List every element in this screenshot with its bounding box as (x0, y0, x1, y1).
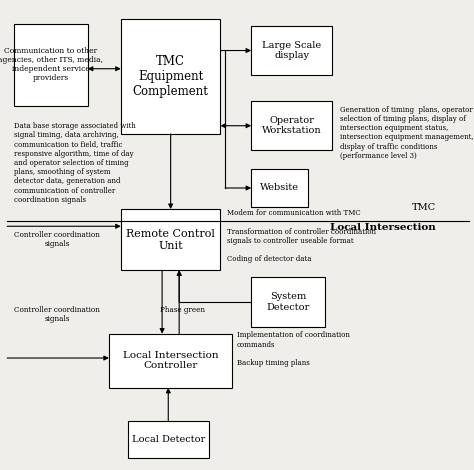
Text: System
Detector: System Detector (266, 292, 310, 312)
FancyArrowPatch shape (177, 272, 181, 334)
FancyArrowPatch shape (222, 124, 250, 128)
Text: Communication to other
agencies, other ITS, media,
independent service
providers: Communication to other agencies, other I… (0, 47, 103, 82)
FancyArrowPatch shape (89, 67, 119, 70)
Text: Website: Website (260, 183, 299, 193)
Bar (251, 169, 308, 207)
Bar (251, 26, 332, 75)
Text: Modem for communication with TMC

Transformation of controller coordination
sign: Modem for communication with TMC Transfo… (227, 209, 375, 263)
Text: Generation of timing  plans, operator
selection of timing plans, display of
inte: Generation of timing plans, operator sel… (340, 106, 474, 160)
Bar (109, 334, 232, 388)
Text: Data base storage associated with
signal timing, data archiving,
communication t: Data base storage associated with signal… (14, 122, 136, 204)
FancyArrowPatch shape (220, 48, 250, 53)
Text: Local Intersection
Controller: Local Intersection Controller (123, 351, 219, 370)
Text: Local Detector: Local Detector (132, 435, 205, 444)
Bar (128, 421, 209, 458)
Bar (251, 277, 325, 327)
FancyArrowPatch shape (177, 272, 181, 302)
Text: Large Scale
display: Large Scale display (262, 41, 321, 60)
FancyArrowPatch shape (225, 186, 250, 190)
Text: TMC: TMC (412, 204, 436, 212)
Text: Controller coordination
signals: Controller coordination signals (14, 231, 100, 249)
FancyArrowPatch shape (166, 389, 170, 421)
Bar (121, 209, 220, 270)
Text: Local Intersection: Local Intersection (330, 223, 436, 232)
FancyArrowPatch shape (7, 224, 119, 228)
Text: Remote Control
Unit: Remote Control Unit (126, 229, 215, 251)
Text: Phase green: Phase green (160, 306, 205, 313)
Bar (121, 19, 220, 134)
Text: TMC
Equipment
Complement: TMC Equipment Complement (133, 55, 209, 98)
Bar (14, 24, 88, 106)
Text: Controller coordination
signals: Controller coordination signals (14, 306, 100, 323)
Bar (251, 101, 332, 150)
Text: Implementation of coordination
commands

Backup timing plans: Implementation of coordination commands … (237, 331, 350, 367)
FancyArrowPatch shape (7, 356, 108, 360)
Text: Operator
Workstation: Operator Workstation (262, 116, 321, 135)
FancyArrowPatch shape (169, 134, 173, 208)
FancyArrowPatch shape (160, 270, 164, 332)
